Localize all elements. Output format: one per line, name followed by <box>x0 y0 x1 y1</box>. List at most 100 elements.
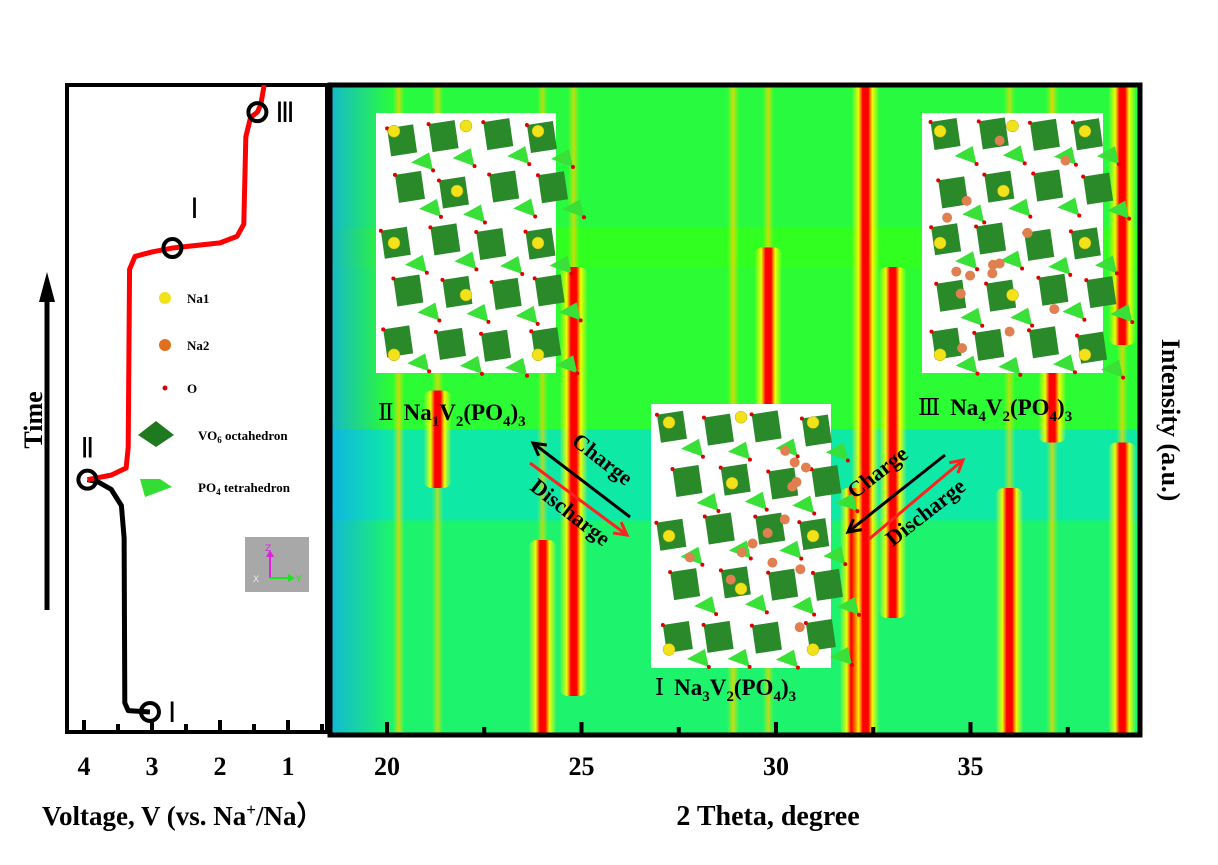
two-theta-tick-label: 30 <box>763 752 789 781</box>
xrd-peak <box>528 540 557 735</box>
vo6-octahedron <box>1086 276 1117 309</box>
na1-atom <box>387 348 401 362</box>
direction-arrow <box>867 458 964 542</box>
two-theta-axis-label: 2 Theta, degree <box>676 801 859 832</box>
po4-tetrahedron <box>829 647 852 666</box>
direction-arrow <box>847 453 946 534</box>
po4-tetrahedron <box>1094 255 1117 274</box>
po4-tetrahedron <box>507 146 530 165</box>
vo6-octahedron <box>481 329 512 362</box>
vo6-octahedron <box>720 566 751 599</box>
voltage-axis: 4 3 2 1 <box>78 720 324 781</box>
po4-tetrahedron <box>555 355 578 374</box>
po4-tetrahedron <box>779 540 802 559</box>
po4-tetrahedron <box>462 204 485 223</box>
po4-tetrahedron <box>696 492 719 511</box>
arrow-head <box>948 457 966 474</box>
po4-tetrahedron <box>825 442 848 461</box>
two-theta-tick-label: 35 <box>958 752 984 781</box>
legend-label: VO6 octahedron <box>198 428 288 445</box>
na2-atom <box>1004 326 1015 337</box>
po4-tetrahedron <box>1057 197 1080 216</box>
na1-atom <box>459 119 473 133</box>
na2-atom <box>951 266 962 277</box>
vo6-octahedron <box>1029 118 1060 151</box>
po4-tetrahedron <box>744 491 767 510</box>
time-arrow <box>39 272 55 610</box>
state-markers: Ⅰ Ⅱ Ⅰ Ⅲ <box>76 98 295 729</box>
na1-atom <box>734 582 748 596</box>
na2-atom <box>762 527 773 538</box>
vo6-octahedron <box>483 118 514 151</box>
state-marker-label: Ⅰ <box>190 194 198 225</box>
xrd-peak <box>995 488 1024 735</box>
na2-atom <box>779 514 790 525</box>
xrd-peak <box>878 267 907 618</box>
two-theta-axis: 20 25 30 35 <box>374 722 1070 781</box>
po4-tetrahedron <box>1010 307 1033 326</box>
na1-atom <box>1078 348 1092 362</box>
po4-tetrahedron <box>792 596 815 615</box>
vo6-octahedron <box>1028 326 1059 359</box>
po4-tetrahedron <box>955 251 978 270</box>
vo6-octahedron <box>811 465 842 498</box>
axes-triad: Z Y X <box>245 537 309 592</box>
phase-label: Ⅱ Na1V2(PO4)3 <box>378 400 526 430</box>
triad-z-label: Z <box>265 544 271 554</box>
triad-x-label: X <box>253 575 259 585</box>
na1-atom <box>725 476 739 490</box>
na1-atom <box>806 416 820 429</box>
state-marker <box>161 237 184 260</box>
na2-atom <box>961 195 972 206</box>
vo6-octahedron <box>936 279 967 312</box>
vo6-octahedron <box>704 512 735 545</box>
na1-atom <box>662 643 676 656</box>
po4-tetrahedron <box>955 355 978 374</box>
na1-atom <box>387 236 401 250</box>
na2-atom <box>957 343 968 354</box>
na1-atom <box>933 124 947 138</box>
na1-atom <box>531 124 545 138</box>
triad-y-label: Y <box>295 575 302 585</box>
na1-atom <box>997 184 1010 198</box>
po4-tetrahedron <box>404 254 427 273</box>
intensity-axis-label: Intensity (a.u.) <box>1156 339 1185 502</box>
po4-tetrahedron <box>1000 250 1023 269</box>
po4-tetrahedron <box>1101 359 1124 378</box>
vo6-octahedron <box>751 621 782 654</box>
po4-tetrahedron <box>550 149 573 168</box>
po4-tetrahedron <box>727 441 750 460</box>
vo6-octahedron <box>768 568 799 601</box>
po4-tetrahedron <box>823 546 846 565</box>
po4-tetrahedron <box>1096 146 1119 165</box>
xrd-peak <box>567 85 580 267</box>
na2-atom <box>684 552 695 563</box>
discharge-curve <box>86 477 151 715</box>
na1-atom <box>1078 124 1092 138</box>
na2-atom <box>795 564 806 575</box>
vo6-octahedron <box>394 170 425 203</box>
po4-tetrahedron <box>411 152 434 171</box>
time-axis-label: Time <box>19 391 48 448</box>
vo6-octahedron <box>537 171 568 204</box>
na1-atom <box>1078 236 1092 250</box>
legend-label: PO4 tetrahedron <box>198 480 291 497</box>
na1-atom <box>806 643 820 656</box>
na1-atom <box>1006 119 1019 133</box>
xrd-peak <box>423 390 452 488</box>
na2-atom <box>767 557 778 568</box>
direction-arrow <box>532 441 631 519</box>
vo6-octahedron <box>526 121 557 154</box>
vo6-octahedron <box>489 170 520 203</box>
na2-atom <box>942 212 953 223</box>
state-marker <box>138 700 161 723</box>
structure-legend: Na1 Na2 O VO6 octahedron PO4 tetrahedron <box>138 291 291 497</box>
po4-tetrahedron <box>417 302 440 321</box>
vo6-octahedron <box>672 464 703 497</box>
na2-atom <box>965 270 976 281</box>
na1-atom <box>933 348 947 362</box>
po4-tetrahedron <box>1107 200 1130 219</box>
po4-tetrahedron <box>686 649 709 668</box>
vo6-octahedron <box>428 120 459 153</box>
